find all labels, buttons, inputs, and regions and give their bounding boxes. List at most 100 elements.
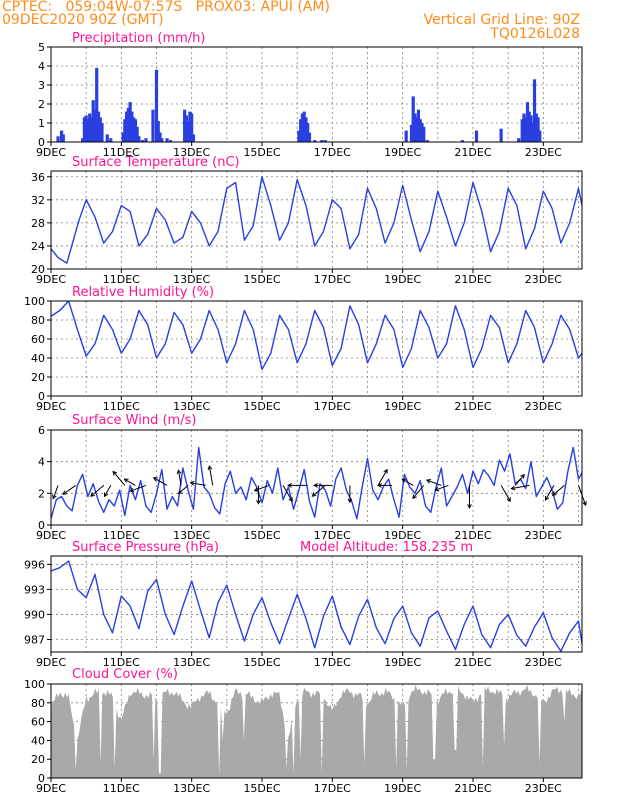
precip-bar xyxy=(160,138,164,142)
wind-vector xyxy=(129,484,147,493)
pressure-xtick-label: 13DEC xyxy=(173,656,210,669)
wind-vector xyxy=(189,480,206,486)
precip-bar xyxy=(422,126,426,142)
precip-bar xyxy=(527,111,531,142)
wind-vector xyxy=(510,484,530,491)
temp-frame xyxy=(50,170,583,270)
precip-bar xyxy=(413,113,417,142)
precip-bar xyxy=(184,115,188,142)
cloud-title: Cloud Cover (%) xyxy=(72,667,178,682)
pressure-panel: 987 990 993 996 9DEC 11DEC 13DEC 15DEC 17DEC 19DE… xyxy=(24,540,583,669)
pressure-xtick-label: 21DEC xyxy=(454,656,491,669)
precip-bar xyxy=(95,67,99,142)
precip-bar xyxy=(420,123,424,142)
pressure-xtick-label: 23DEC xyxy=(525,656,562,669)
rh-ytick-label: 20 xyxy=(31,371,45,384)
precip-bar xyxy=(302,111,306,142)
temp-xtick-label: 13DEC xyxy=(173,273,210,286)
wind-vector xyxy=(313,483,333,488)
wind-xtick-label: 9DEC xyxy=(36,529,66,542)
precip-bar xyxy=(128,102,132,142)
precip-bar xyxy=(82,117,87,142)
rh-xtick-label: 9DEC xyxy=(36,400,66,413)
pressure-xtick-label: 19DEC xyxy=(384,656,421,669)
temp-ytick-label: 32 xyxy=(31,194,45,207)
precip-xtick-label: 11DEC xyxy=(103,146,140,159)
cloud-ytick-label: 20 xyxy=(31,753,45,766)
model-altitude-annotation: Model Altitude: 158.235 m xyxy=(300,540,473,555)
wind-xtick-label: 19DEC xyxy=(384,529,421,542)
cloud-xtick-label: 21DEC xyxy=(454,782,491,795)
cloud-ytick-label: 40 xyxy=(31,734,45,747)
wind-vector xyxy=(256,485,261,505)
cloud-xtick-label: 15DEC xyxy=(243,782,280,795)
vertical-grid-line-note: Vertical Grid Line: 90Z xyxy=(423,12,580,28)
precip-bar xyxy=(307,132,312,142)
cloud-ytick-label: 0 xyxy=(38,772,45,785)
cloud-frame xyxy=(50,683,583,779)
wind-vector xyxy=(90,485,105,497)
rh-xtick-label: 17DEC xyxy=(314,400,351,413)
rh-xtick-label: 21DEC xyxy=(454,400,491,413)
temp-title: Surface Temperature (nC) xyxy=(72,155,240,170)
precip-bar xyxy=(93,109,97,142)
pressure-ytick-label: 987 xyxy=(24,633,45,646)
precip-bar xyxy=(415,117,419,142)
temp-xtick-label: 21DEC xyxy=(454,273,491,286)
wind-vector xyxy=(377,468,388,486)
wind-vector xyxy=(103,485,112,498)
rh-ytick-label: 60 xyxy=(31,333,45,346)
precip-bar xyxy=(56,136,60,142)
wind-title: Surface Wind (m/s) xyxy=(72,413,196,428)
precip-bar xyxy=(91,100,95,142)
precip-frame xyxy=(50,46,583,143)
wind-series xyxy=(51,446,582,520)
precip-series xyxy=(56,67,542,142)
cloud-panel: 0 20 40 60 80 100 9DEC 11DEC 13DEC 15DEC 17DEC 19DE… xyxy=(24,667,583,795)
cloud-xtick-label: 17DEC xyxy=(314,782,351,795)
precip-bar xyxy=(86,119,90,142)
precip-bar xyxy=(188,111,192,142)
wind-vector xyxy=(62,485,76,495)
temp-xtick-label: 11DEC xyxy=(103,273,140,286)
wind-ytick-label: 0 xyxy=(38,519,45,532)
precip-bar xyxy=(404,130,408,142)
precip-ytick-label: 4 xyxy=(38,60,45,73)
precip-xtick-label: 23DEC xyxy=(525,146,562,159)
wind-vector xyxy=(253,484,270,492)
precip-title: Precipitation (mm/h) xyxy=(72,31,205,46)
temp-ytick-label: 24 xyxy=(31,240,45,253)
pressure-xtick-label: 11DEC xyxy=(103,656,140,669)
rh-panel: 0 20 40 60 80 100 9DEC 11DEC 13DEC 15DEC 17DEC 19DE… xyxy=(24,285,583,413)
cloud-ytick-label: 80 xyxy=(31,697,45,710)
precip-bar xyxy=(183,109,187,142)
precip-bar xyxy=(299,119,303,142)
pressure-ytick-label: 996 xyxy=(24,558,45,571)
precip-ytick-label: 1 xyxy=(38,117,45,130)
precip-bar xyxy=(304,117,308,142)
rh-xtick-label: 15DEC xyxy=(243,400,280,413)
temp-xtick-label: 19DEC xyxy=(384,273,421,286)
rh-xtick-label: 13DEC xyxy=(173,400,210,413)
temp-xtick-label: 23DEC xyxy=(525,273,562,286)
precip-bar xyxy=(306,123,310,142)
precip-bar xyxy=(137,136,141,142)
wind-vector xyxy=(401,478,414,486)
precip-bar xyxy=(98,117,102,142)
wind-xtick-label: 21DEC xyxy=(454,529,491,542)
wind-vector xyxy=(112,470,126,486)
temp-panel: 20 24 28 32 36 9DEC 11DEC 13DEC 15DEC 17DEC 19DEC 2… xyxy=(31,155,583,286)
wind-xtick-label: 23DEC xyxy=(525,529,562,542)
precip-bar xyxy=(517,138,521,142)
precip-xtick-label: 21DEC xyxy=(454,146,491,159)
pressure-frame xyxy=(50,555,583,653)
wind-vector xyxy=(434,484,449,492)
precip-bar xyxy=(297,130,301,142)
precip-bar xyxy=(531,123,535,142)
cloud-xtick-label: 13DEC xyxy=(173,782,210,795)
precip-bar xyxy=(125,111,129,142)
cloud-cover-area xyxy=(51,684,582,778)
rh-xtick-label: 11DEC xyxy=(103,400,140,413)
wind-vector xyxy=(551,485,565,496)
precip-bar xyxy=(186,121,190,142)
